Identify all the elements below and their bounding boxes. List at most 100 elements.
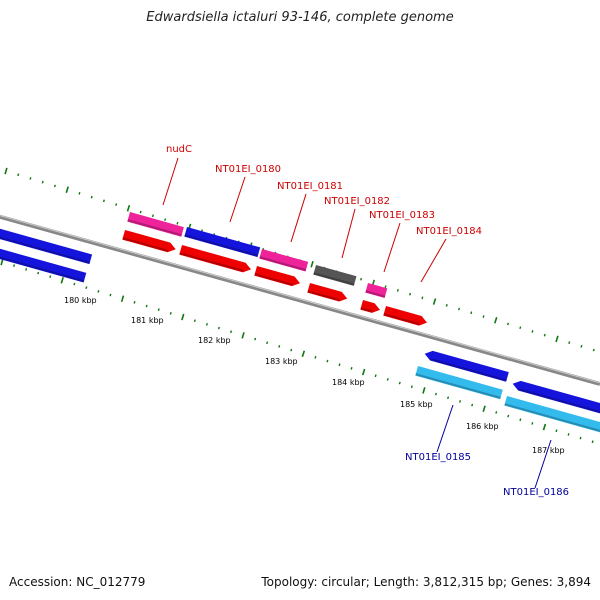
- inner-ring-minor-tick: [531, 422, 534, 425]
- gene-label-NT01EI_0180: NT01EI_0180: [215, 164, 281, 175]
- scale-label: 183 kbp: [265, 357, 298, 366]
- outer-ring-minor-tick: [29, 177, 32, 180]
- inner-ring-minor-tick: [338, 363, 341, 367]
- outer-ring-major-tick: [432, 298, 437, 305]
- inner-ring-minor-tick: [133, 300, 136, 304]
- inner-ring-major-tick: [542, 423, 547, 431]
- inner-ring-major-tick: [422, 387, 426, 394]
- cds-NT01EI_0184: [383, 306, 427, 326]
- cds-NT01EI_0186-shade: [518, 388, 600, 413]
- inner-ring-minor-tick: [386, 377, 389, 381]
- inner-ring-minor-tick: [326, 359, 329, 363]
- leader-NT01EI_0182: [341, 208, 356, 259]
- genome-backbone-highlight: [0, 215, 600, 384]
- inner-ring-minor-tick: [205, 322, 208, 326]
- cds-NT01EI_0181-shade: [259, 256, 307, 272]
- scale-label: 185 kbp: [400, 400, 433, 409]
- outer-ring-minor-tick: [176, 221, 179, 225]
- cds-nudC-lower-shade: [122, 237, 169, 252]
- outer-ring-minor-tick: [409, 292, 412, 296]
- leader-NT01EI_0181: [290, 193, 307, 243]
- inner-ring-minor-tick: [266, 341, 269, 345]
- outer-ring-major-tick: [494, 316, 498, 324]
- outer-ring-major-tick: [310, 260, 314, 268]
- cds-NT01EI_0182: [313, 265, 357, 286]
- cds-left-blue-top: [0, 228, 93, 265]
- outer-ring-minor-tick: [384, 285, 387, 289]
- cds-NT01EI_0180-lower-shade: [179, 252, 244, 272]
- cds-NT01EI_0182-lower-shade: [307, 290, 340, 302]
- inner-ring-minor-tick: [471, 403, 474, 407]
- outer-ring-minor-tick: [102, 199, 105, 203]
- leader-NT01EI_0185: [436, 404, 454, 453]
- inner-ring-minor-tick: [85, 286, 88, 290]
- outer-ring-minor-tick: [115, 203, 118, 206]
- outer-ring-major-tick: [555, 335, 559, 343]
- outer-ring-minor-tick: [151, 214, 154, 218]
- inner-ring-major-tick: [0, 258, 4, 266]
- inner-ring-minor-tick: [507, 414, 510, 418]
- inner-ring-minor-tick: [447, 396, 450, 400]
- cds-NT01EI_0185: [424, 350, 509, 382]
- inner-ring-minor-tick: [97, 289, 100, 293]
- outer-ring-minor-tick: [41, 180, 44, 184]
- inner-ring-major-tick: [241, 332, 245, 339]
- inner-ring-minor-tick: [278, 344, 281, 348]
- outer-ring-minor-tick: [17, 173, 20, 177]
- inner-ring-minor-tick: [73, 282, 76, 286]
- cds-features: [0, 212, 600, 433]
- cds-NT01EI_0184-shade: [383, 313, 420, 326]
- scale-label: 187 kbp: [532, 446, 565, 455]
- outer-ring-major-tick: [4, 167, 8, 175]
- inner-ring-minor-tick: [217, 326, 220, 330]
- label-leaders: [162, 157, 552, 489]
- gene-label-NT01EI_0185: NT01EI_0185: [405, 452, 471, 463]
- scale-label: 184 kbp: [332, 378, 365, 387]
- gene-label-nudC: nudC: [166, 144, 192, 155]
- cds-NT01EI_0180: [184, 227, 261, 258]
- cds-NT01EI_0186-lower-shade: [504, 403, 600, 432]
- leader-NT01EI_0184: [420, 238, 447, 283]
- cds-NT01EI_0182-lower: [307, 283, 348, 302]
- outer-ring-minor-tick: [543, 333, 546, 337]
- genome-summary-text: Topology: circular; Length: 3,812,315 bp…: [261, 575, 591, 589]
- inner-ring-minor-tick: [398, 381, 401, 385]
- gene-label-NT01EI_0186: NT01EI_0186: [503, 487, 569, 498]
- inner-ring-minor-tick: [230, 330, 233, 334]
- inner-ring-major-tick: [60, 277, 64, 284]
- outer-ring-minor-tick: [90, 195, 93, 199]
- leader-NT01EI_0183: [383, 222, 401, 273]
- cds-nudC: [127, 212, 184, 237]
- gene-label-NT01EI_0183: NT01EI_0183: [369, 210, 435, 221]
- cds-nudC-lower: [122, 230, 176, 253]
- outer-ring-minor-tick: [519, 326, 522, 330]
- inner-ring-minor-tick: [254, 337, 257, 341]
- cds-left-blue-bottom-shade: [0, 256, 85, 283]
- inner-ring-minor-tick: [109, 293, 112, 297]
- cds-NT01EI_0180-lower: [179, 245, 251, 273]
- outer-ring-minor-tick: [139, 210, 142, 214]
- cds-NT01EI_0185-lower: [415, 366, 503, 400]
- inner-ring-minor-tick: [434, 392, 437, 396]
- inner-ring-minor-tick: [591, 440, 594, 444]
- scale-label: 182 kbp: [198, 336, 231, 345]
- gene-label-NT01EI_0182: NT01EI_0182: [324, 196, 390, 207]
- inner-ring-minor-tick: [13, 264, 16, 268]
- leader-NT01EI_0186: [534, 439, 552, 489]
- gene-labels: nudC NT01EI_0180 NT01EI_0181 NT01EI_0182 NT0…: [166, 144, 569, 498]
- gene-label-NT01EI_0181: NT01EI_0181: [277, 181, 343, 192]
- inner-ring-minor-tick: [145, 304, 148, 308]
- inner-ring-minor-tick: [459, 400, 462, 403]
- scale-label: 180 kbp: [64, 296, 97, 305]
- leader-nudC: [162, 157, 179, 206]
- inner-ring-major-tick: [301, 350, 306, 358]
- outer-ring-minor-tick: [78, 191, 81, 195]
- inner-ring-minor-tick: [519, 418, 522, 422]
- inner-ring-minor-tick: [567, 433, 570, 436]
- inner-ring-minor-tick: [49, 275, 52, 279]
- inner-ring-minor-tick: [193, 319, 196, 323]
- inner-ring-major-tick: [120, 295, 125, 302]
- cds-NT01EI_0181-lower: [254, 266, 300, 287]
